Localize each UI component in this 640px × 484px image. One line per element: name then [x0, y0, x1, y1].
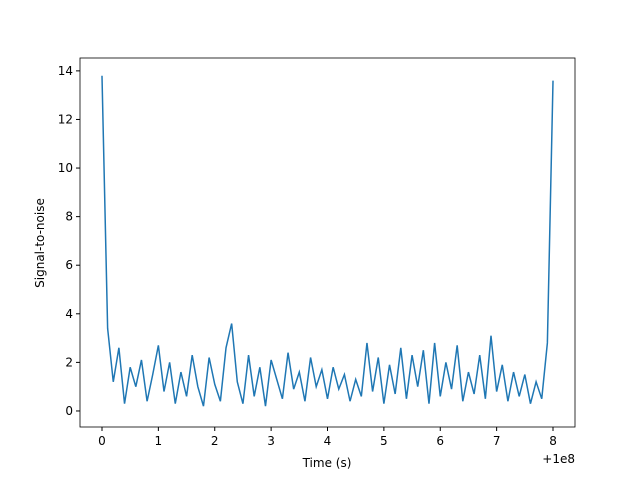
x-tick-label: 2	[211, 434, 219, 448]
y-tick-label: 10	[58, 161, 73, 175]
x-tick-label: 3	[267, 434, 275, 448]
y-tick-label: 12	[58, 112, 73, 126]
x-tick-label: 1	[155, 434, 163, 448]
y-tick-label: 14	[58, 64, 73, 78]
y-tick-label: 8	[65, 210, 73, 224]
x-tick-label: 4	[324, 434, 332, 448]
y-axis-label: Signal-to-noise	[33, 198, 47, 288]
x-tick-label: 7	[493, 434, 501, 448]
x-tick-label: 8	[549, 434, 557, 448]
axes-frame	[79, 57, 576, 428]
x-axis-label: Time (s)	[302, 456, 352, 470]
y-tick-label: 6	[65, 258, 73, 272]
x-tick-label: 5	[380, 434, 388, 448]
y-tick-label: 0	[65, 404, 73, 418]
y-tick-label: 2	[65, 355, 73, 369]
x-tick-label: 6	[436, 434, 444, 448]
x-offset-label: +1e8	[542, 452, 575, 466]
y-tick-label: 4	[65, 307, 73, 321]
series-line	[101, 75, 554, 407]
x-tick-label: 0	[98, 434, 106, 448]
